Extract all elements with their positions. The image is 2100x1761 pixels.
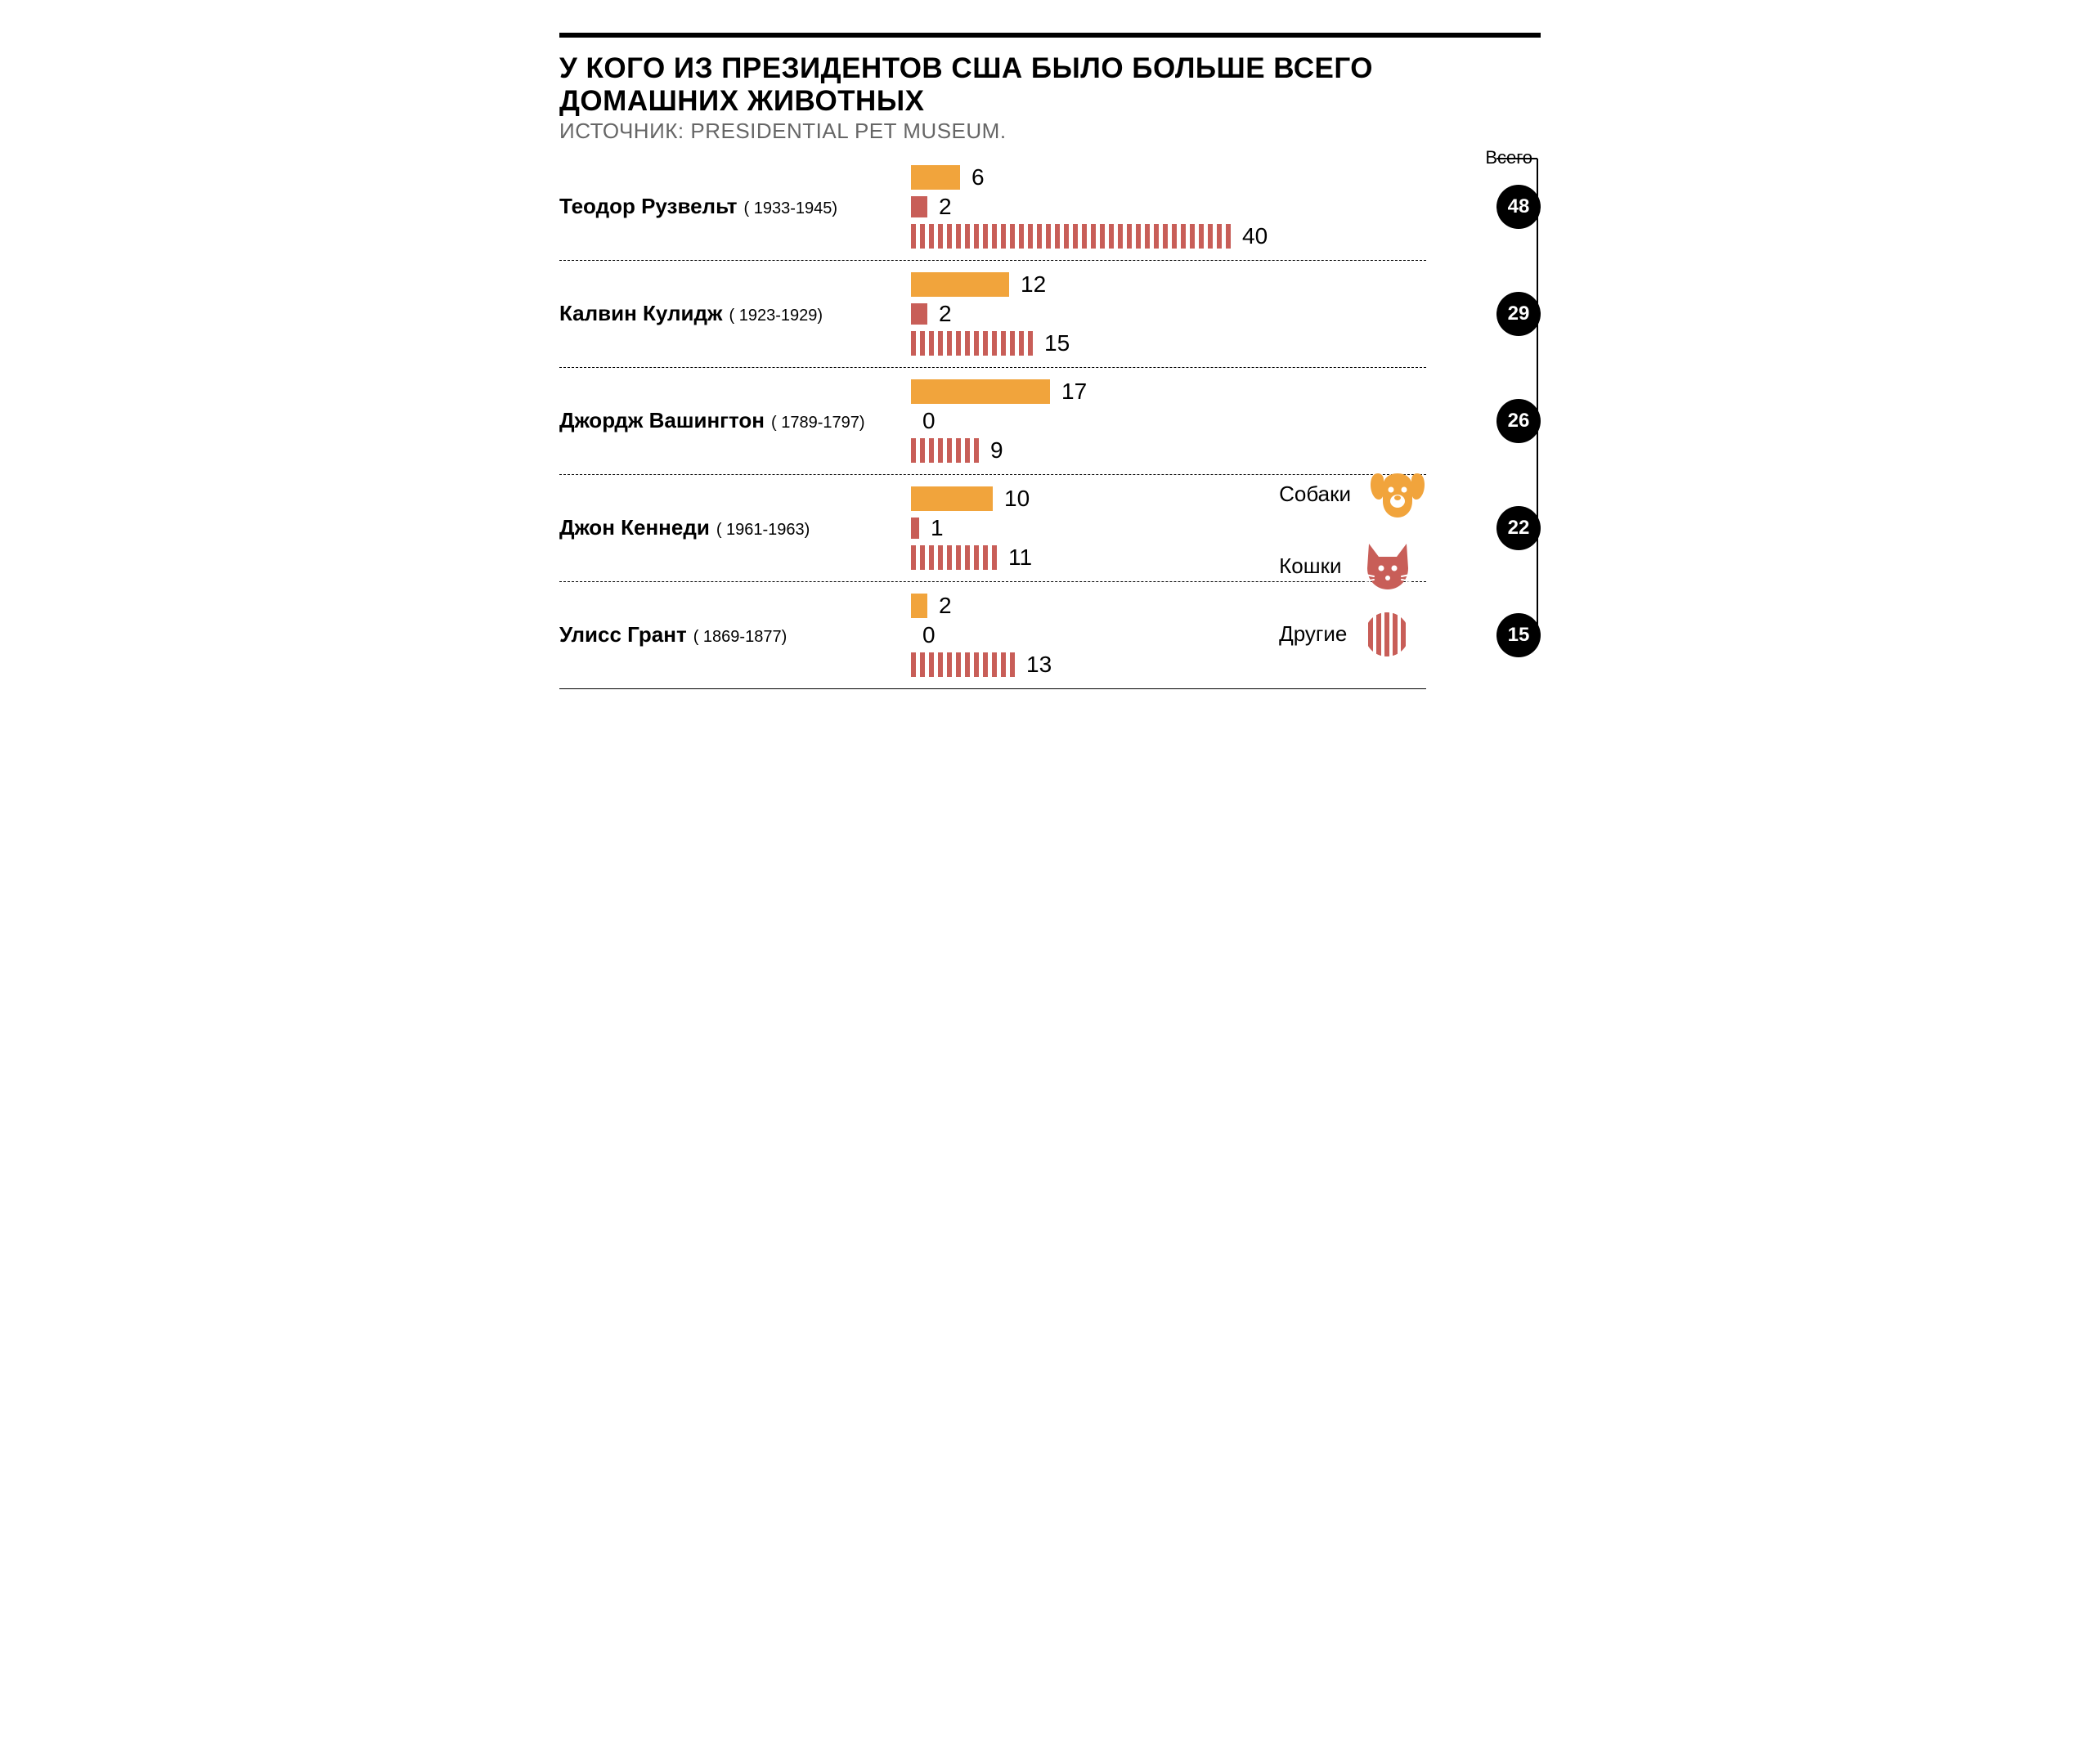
cat-icon (1359, 540, 1416, 593)
other-icon (1365, 612, 1409, 656)
bar-line-dogs: 6 (911, 165, 1426, 190)
bar-dogs (911, 165, 960, 190)
title-block: У КОГО ИЗ ПРЕЗИДЕНТОВ США БЫЛО БОЛЬШЕ ВС… (559, 52, 1541, 144)
bar-line-other: 15 (911, 331, 1426, 356)
chart-title: У КОГО ИЗ ПРЕЗИДЕНТОВ США БЫЛО БОЛЬШЕ ВС… (559, 52, 1541, 119)
total-badge: 48 (1496, 185, 1541, 229)
label-col: Калвин Кулидж ( 1923-1929) (559, 301, 911, 326)
value-other: 40 (1242, 223, 1268, 249)
bar-line-other: 40 (911, 224, 1426, 249)
data-row: Теодор Рузвельт ( 1933-1945) 62 40 (559, 154, 1426, 261)
value-dogs: 12 (1021, 271, 1046, 298)
president-name: Улисс Грант (559, 622, 687, 647)
chart-body: Теодор Рузвельт( 1933-1945)6240Калвин Ку… (559, 154, 1541, 689)
label-col: Джордж Вашингтон ( 1789-1797) (559, 408, 911, 433)
totals-column: Всего 4829262215 (1459, 154, 1541, 689)
bar-dogs (911, 379, 1050, 404)
value-other: 9 (990, 437, 1003, 464)
president-name: Джордж Вашингтон (559, 408, 765, 433)
legend-item-dogs: Собаки (1279, 468, 1426, 521)
bar-line-other: 9 (911, 438, 1426, 463)
value-dogs: 10 (1004, 486, 1030, 512)
value-cats: 2 (939, 301, 952, 327)
label-col: Улисс Грант ( 1869-1877) (559, 622, 911, 647)
total-badge: 29 (1496, 292, 1541, 336)
source-name: PRESIDENTIAL PET MUSEUM. (690, 119, 1006, 143)
chart-source: ИСТОЧНИК: PRESIDENTIAL PET MUSEUM. (559, 119, 1007, 144)
value-dogs: 2 (939, 593, 952, 619)
value-cats: 0 (922, 408, 936, 434)
bar-cats (911, 518, 919, 539)
bar-dogs (911, 272, 1009, 297)
label-col: Теодор Рузвельт ( 1933-1945) (559, 194, 911, 219)
data-row: Джордж Вашингтон( 1789-1797)1709 (559, 368, 1426, 475)
legend-item-other: Другие (1279, 612, 1426, 656)
bar-other (911, 438, 979, 463)
bar-other (911, 331, 1033, 356)
bars-col: 62 40 (911, 165, 1426, 249)
bar-line-cats: 2 (911, 302, 1426, 326)
president-years: ( 1933-1945) (744, 199, 838, 218)
total-badge: 15 (1496, 613, 1541, 657)
bar-cats (911, 303, 927, 325)
value-cats: 1 (931, 515, 944, 541)
bar-line-dogs: 17 (911, 379, 1426, 404)
value-dogs: 17 (1061, 379, 1087, 405)
president-years: ( 1789-1797) (771, 414, 865, 432)
value-other: 13 (1026, 652, 1052, 678)
bar-line-cats: 0 (911, 409, 1426, 433)
bar-cats (911, 196, 927, 217)
source-prefix: ИСТОЧНИК: (559, 119, 690, 143)
legend: Собаки Кошки (1279, 468, 1426, 656)
data-row: Калвин Кулидж ( 1923-1929) 12 2 15 (559, 261, 1426, 368)
bar-dogs (911, 486, 993, 511)
legend-label-other: Другие (1279, 621, 1347, 647)
bar-other (911, 224, 1231, 249)
president-years: ( 1869-1877) (693, 628, 788, 647)
value-cats: 0 (922, 622, 936, 648)
legend-label-cats: Кошки (1279, 553, 1341, 579)
top-rule (559, 33, 1541, 38)
value-cats: 2 (939, 194, 952, 220)
total-badge: 26 (1496, 399, 1541, 443)
value-other: 15 (1044, 330, 1070, 356)
president-years: ( 1923-1929) (729, 307, 823, 325)
value-dogs: 6 (971, 164, 985, 190)
legend-item-cats: Кошки (1279, 540, 1426, 593)
president-years: ( 1961-1963) (716, 521, 810, 540)
bars-col: 12 2 15 (911, 272, 1426, 356)
bar-line-dogs: 12 (911, 272, 1426, 297)
president-name: Джон Кеннеди (559, 515, 710, 540)
bar-other (911, 652, 1015, 677)
infographic: У КОГО ИЗ ПРЕЗИДЕНТОВ США БЫЛО БОЛЬШЕ ВС… (559, 33, 1541, 689)
dog-icon (1369, 468, 1426, 521)
bar-dogs (911, 594, 927, 618)
legend-label-dogs: Собаки (1279, 482, 1351, 507)
president-name: Теодор Рузвельт (559, 194, 738, 219)
bars-col: 1709 (911, 379, 1426, 463)
value-other: 11 (1008, 544, 1032, 571)
bar-line-cats: 2 (911, 195, 1426, 219)
bar-other (911, 545, 997, 570)
president-name: Калвин Кулидж (559, 301, 722, 326)
total-badge: 22 (1496, 506, 1541, 550)
totals-header: Всего (1485, 147, 1541, 168)
label-col: Джон Кеннеди ( 1961-1963) (559, 515, 911, 540)
